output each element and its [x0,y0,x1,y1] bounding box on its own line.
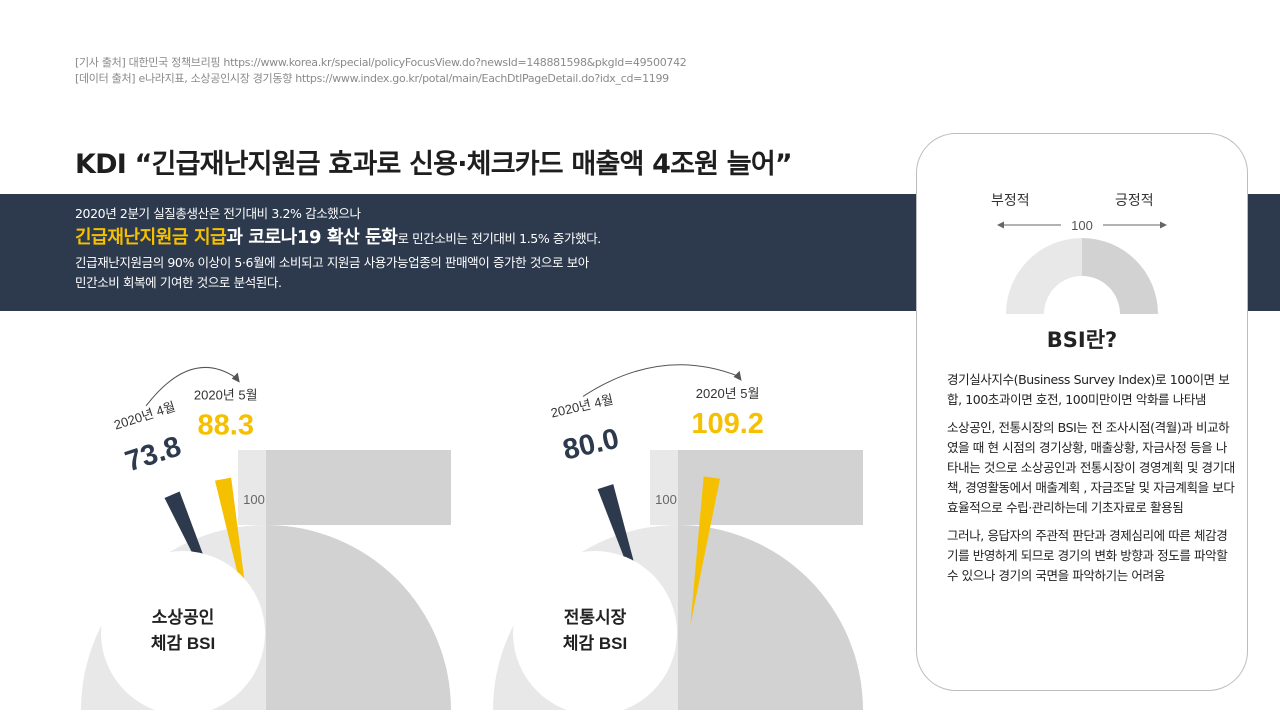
source-notes: [기사 출처] 대한민국 정책브리핑 https://www.korea.kr/… [75,55,687,87]
gauge-1-reference-band [266,450,451,525]
right-arrow-icon [1160,221,1167,229]
summary-tail: 로 민간소비는 전기대비 1.5% 증가했다. [397,231,601,246]
gauge-1-reference-label: 100 [243,492,265,507]
gauge-1-hub [101,551,265,715]
gauge-1-arrowhead-icon [231,372,240,383]
summary-line-2: 긴급재난지원금 지급과 코로나19 확산 둔화로 민간소비는 전기대비 1.5%… [75,224,601,253]
negative-label: 부정적 [991,193,1030,209]
gauge-1-reference-band-left [238,450,266,525]
gauge-2-reference-label: 100 [655,492,677,507]
mini-gauge-center-label: 100 [1071,218,1093,233]
summary-highlight: 긴급재난지원금 지급 [75,227,227,248]
gauge-2-positive-area [678,525,863,710]
panel-description: 경기실사지수(Business Survey Index)로 100이면 보합,… [947,370,1237,594]
gauge-1-title-line1: 소상공인 [152,608,215,627]
panel-desc-definition: 경기실사지수(Business Survey Index)로 100이면 보합,… [947,372,1230,407]
summary-text: 2020년 2분기 실질총생산은 전기대비 3.2% 감소했으나 긴급재난지원금… [75,204,601,293]
panel-desc-caveat: 그러나, 응답자의 주관적 판단과 경제심리에 따른 체감경기를 반영하게 되므… [947,528,1228,583]
gauge-2-value-may: 109.2 [691,408,764,440]
panel-mini-gauge: 100 [997,218,1167,314]
gauge-2-month-label-april: 2020년 4월 [549,392,614,421]
gauge-2-hub [513,551,677,715]
article-source: [기사 출처] 대한민국 정책브리핑 https://www.korea.kr/… [75,56,687,69]
panel-title: BSI란? [1046,328,1118,352]
summary-line-4: 민간소비 회복에 기여한 것으로 분석된다. [75,275,282,290]
gauge-2-title-line2: 체감 BSI [563,634,627,653]
gauge-1-value-may: 88.3 [198,410,254,442]
gauge-2-arrowhead-icon [733,370,742,381]
gauge-2-trend-arrow [582,364,738,397]
page-title: KDI “긴급재난지원금 효과로 신용·체크카드 매출액 4조원 늘어” [75,149,793,180]
panel-desc-detail: 소상공인, 전통시장의 BSI는 전 조사시점(격월)과 비교하였을 때 현 시… [947,420,1235,515]
gauge-1-trend-arrow [145,366,237,407]
gauge-1-title-line2: 체감 BSI [151,634,215,653]
left-arrow-icon [997,221,1004,229]
summary-line-3: 긴급재난지원금의 90% 이상이 5·6월에 소비되고 지원금 사용가능업종의 … [75,255,589,270]
positive-label: 긍정적 [1115,193,1154,209]
summary-line-1: 2020년 2분기 실질총생산은 전기대비 3.2% 감소했으나 [75,206,361,221]
gauge-2-value-april: 80.0 [560,423,622,467]
gauge-2-reference-band-left [650,450,678,525]
gauge-1-value-april: 73.8 [121,430,185,478]
bsi-info-panel: 부정적 긍정적 100 BSI란? 경기실사지수(Business Survey… [916,133,1248,691]
mini-gauge-negative-half [1006,238,1082,314]
gauge-2-title-line1: 전통시장 [564,608,627,627]
mini-gauge-positive-half [1082,238,1158,314]
gauge-1-month-label-april: 2020년 4월 [112,399,177,433]
gauge-2-month-label-may: 2020년 5월 [696,386,760,401]
data-source: [데이터 출처] e나라지표, 소상공인시장 경기동향 https://www.… [75,72,669,85]
gauge-2-needle-may [690,476,720,625]
summary-emphasis: 과 코로나19 확산 둔화 [226,227,398,248]
gauge-1-positive-area [266,525,451,710]
gauge-1-month-label-may: 2020년 5월 [194,388,258,403]
